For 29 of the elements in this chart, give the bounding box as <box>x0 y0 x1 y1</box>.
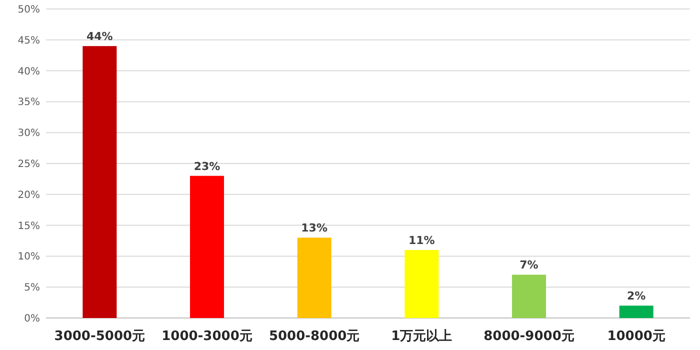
y-tick-label: 30% <box>18 128 40 140</box>
x-tick-label: 8000-9000元 <box>484 329 574 344</box>
y-tick-label: 35% <box>18 97 40 108</box>
x-tick-label: 10000元 <box>607 329 666 344</box>
data-label: 44% <box>86 30 113 44</box>
data-label: 2% <box>626 290 646 303</box>
y-tick-label: 0% <box>24 314 40 324</box>
y-tick-label: 20% <box>18 190 40 201</box>
bar <box>404 250 439 318</box>
data-label: 11% <box>408 234 435 248</box>
bar <box>297 238 332 318</box>
y-tick-label: 50% <box>18 4 40 16</box>
data-label: 7% <box>520 258 538 272</box>
y-tick-label: 45% <box>18 35 40 46</box>
x-tick-label: 1万元以上 <box>391 329 452 344</box>
bar <box>82 46 117 318</box>
bar <box>619 306 654 318</box>
y-tick-label: 25% <box>18 159 40 170</box>
data-label: 13% <box>301 222 328 235</box>
x-tick-label: 5000-8000元 <box>268 329 360 344</box>
x-tick-label: 3000-5000元 <box>54 329 146 344</box>
bar <box>512 274 546 318</box>
y-tick-label: 5% <box>24 282 40 294</box>
y-tick-label: 40% <box>18 66 40 78</box>
y-tick-label: 15% <box>18 220 40 232</box>
x-tick-label: 1000-3000元 <box>162 329 252 344</box>
bar <box>190 176 224 318</box>
y-tick-label: 10% <box>18 252 40 263</box>
data-label: 23% <box>194 160 220 173</box>
